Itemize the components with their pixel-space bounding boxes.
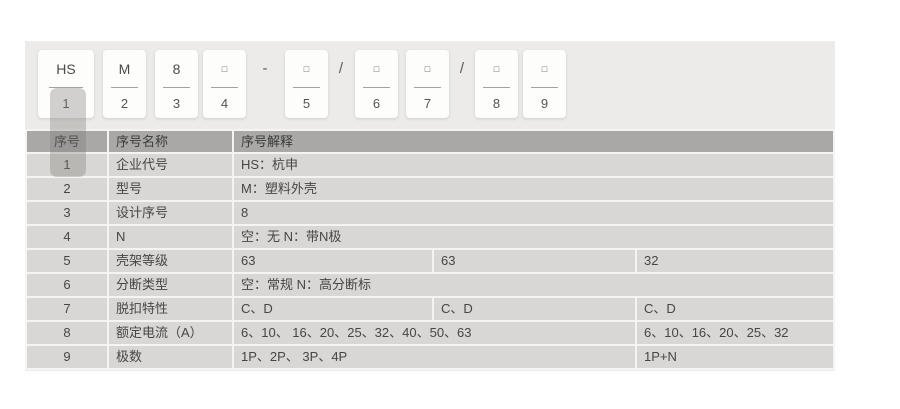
table-row-6: 6 分断类型 空：常规 N：高分断标	[27, 274, 834, 296]
row-value-cell: 空：无 N：带N极	[234, 226, 834, 248]
table-row-3: 3 设计序号 8	[27, 202, 834, 224]
segment-divider-line	[293, 87, 320, 88]
segment-placeholder-square: □	[303, 63, 310, 74]
segment-char: HS	[56, 60, 76, 77]
code-segment-card-7[interactable]: □ 7	[406, 50, 449, 118]
table-row-2: 2 型号 M：塑料外壳	[27, 178, 834, 200]
row-value-cell: 32	[637, 250, 834, 272]
segment-number: 1	[62, 95, 70, 111]
segment-placeholder-square: □	[373, 63, 380, 74]
segment-divider-line	[363, 87, 390, 88]
row-value-cell: 63	[434, 250, 635, 272]
table-row-1: 1 企业代号 HS：杭申	[27, 154, 834, 176]
row-number-cell: 4	[27, 226, 107, 248]
segment-divider-line	[48, 87, 84, 88]
row-value-cell: 8	[234, 202, 834, 224]
table-body: 1 企业代号 HS：杭申 2 型号 M：塑料外壳 3 设计序号 8 4 N 空：无 N：带N极 5 壳架等…	[27, 154, 834, 368]
segment-number: 6	[372, 95, 381, 111]
row-number-cell: 2	[27, 178, 107, 200]
row-number-cell: 8	[27, 322, 107, 344]
code-segment-card-9[interactable]: □ 9	[523, 50, 566, 118]
row-value-cell: M：塑料外壳	[234, 178, 834, 200]
row-value-cell: 空：常规 N：高分断标	[234, 274, 834, 296]
table-header: 序号 序号名称 序号解释	[27, 131, 834, 152]
row-name-cell: 额定电流（A）	[109, 322, 232, 344]
row-name-cell: 企业代号	[109, 154, 232, 176]
code-segment-card-5[interactable]: □ 5	[285, 50, 328, 118]
column-header-0: 序号	[27, 131, 107, 152]
row-value-cell: C、D	[434, 298, 635, 320]
row-value-cell: 1P、2P、 3P、4P	[234, 346, 635, 368]
segment-divider-line	[414, 87, 441, 88]
segment-divider-line	[483, 87, 510, 88]
segment-number: 8	[492, 95, 501, 111]
row-value-cell: C、D	[234, 298, 432, 320]
code-separator: /	[459, 60, 465, 77]
model-code-builder: HS 1 M 2 8 3 □ 4- □ 5/□ 6 □ 7/□ 8 □ 9	[25, 41, 835, 129]
segment-placeholder-square: □	[424, 63, 431, 74]
row-name-cell: 壳架等级	[109, 250, 232, 272]
code-segment-card-1[interactable]: HS 1	[38, 50, 94, 118]
code-segment-card-4[interactable]: □ 4	[203, 50, 246, 118]
table-row-4: 4 N 空：无 N：带N极	[27, 226, 834, 248]
segment-number: 2	[120, 95, 129, 111]
row-number-cell: 7	[27, 298, 107, 320]
row-value-cell: 6、10、16、20、25、32	[637, 322, 834, 344]
segment-placeholder-square: □	[541, 63, 548, 74]
code-separator: /	[338, 60, 344, 77]
segment-number: 4	[220, 95, 229, 111]
row-name-cell: 分断类型	[109, 274, 232, 296]
segment-divider-line	[211, 87, 238, 88]
table-row-7: 7 脱扣特性 C、D C、D C、D	[27, 298, 834, 320]
column-header-2: 序号解释	[234, 131, 834, 152]
table-row-8: 8 额定电流（A） 6、10、 16、20、25、32、40、50、63 6、10、1…	[27, 322, 834, 344]
segment-number: 3	[172, 95, 181, 111]
segment-number: 7	[423, 95, 432, 111]
row-number-cell: 3	[27, 202, 107, 224]
segment-divider-line	[163, 87, 190, 88]
segment-placeholder-square: □	[493, 63, 500, 74]
row-number-cell: 1	[27, 154, 107, 176]
table-row-9: 9 极数 1P、2P、 3P、4P 1P+N	[27, 346, 834, 368]
row-value-cell: 63	[234, 250, 432, 272]
segment-divider-line	[531, 87, 558, 88]
column-header-1: 序号名称	[109, 131, 232, 152]
model-code-panel: HS 1 M 2 8 3 □ 4- □ 5/□ 6 □ 7/□ 8 □ 9 序号 序号名称 序号解释 1 企业代号 H…	[25, 41, 836, 371]
segment-1-highlight-band	[50, 88, 86, 177]
row-number-cell: 5	[27, 250, 107, 272]
segment-placeholder-square: □	[221, 63, 228, 74]
code-explanation-table: 序号 序号名称 序号解释 1 企业代号 HS：杭申 2 型号 M：塑料外壳 3 设计序号 8 4 N 空：…	[25, 129, 836, 370]
row-value-cell: 6、10、 16、20、25、32、40、50、63	[234, 322, 635, 344]
code-segment-card-8[interactable]: □ 8	[475, 50, 518, 118]
segment-number: 5	[302, 95, 311, 111]
segment-char: 8	[172, 60, 181, 77]
segment-divider-line	[111, 87, 138, 88]
row-number-cell: 6	[27, 274, 107, 296]
row-number-cell: 9	[27, 346, 107, 368]
segment-char: M	[118, 60, 131, 77]
row-name-cell: 脱扣特性	[109, 298, 232, 320]
code-separator: -	[262, 60, 268, 77]
row-value-cell: 1P+N	[637, 346, 834, 368]
segment-number: 9	[540, 95, 549, 111]
row-value-cell: C、D	[637, 298, 834, 320]
row-name-cell: 设计序号	[109, 202, 232, 224]
row-name-cell: 极数	[109, 346, 232, 368]
table-row-5: 5 壳架等级 63 63 32	[27, 250, 834, 272]
row-value-cell: HS：杭申	[234, 154, 834, 176]
row-name-cell: N	[109, 226, 232, 248]
code-segment-card-6[interactable]: □ 6	[355, 50, 398, 118]
row-name-cell: 型号	[109, 178, 232, 200]
